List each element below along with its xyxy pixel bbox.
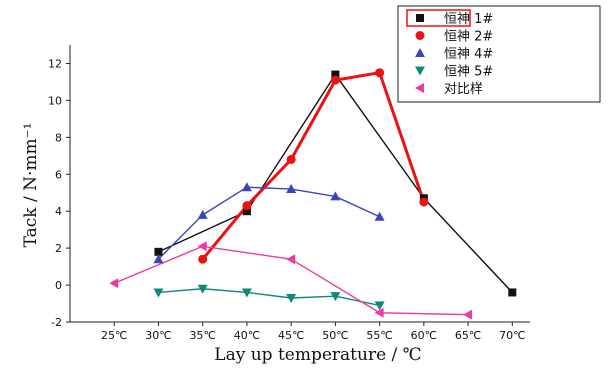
x-tick-label: 40℃ xyxy=(234,329,260,342)
x-tick-label: 30℃ xyxy=(145,329,171,342)
data-point-series-3 xyxy=(374,211,385,221)
y-tick-label: 4 xyxy=(55,205,62,218)
data-point-series-2 xyxy=(330,75,340,85)
y-axis-title: Tack / N·mm⁻¹ xyxy=(21,123,41,248)
data-point-series-1 xyxy=(331,70,340,79)
y-tick-label: -2 xyxy=(51,316,62,329)
series-line-4 xyxy=(158,288,380,307)
series-line-2 xyxy=(201,71,426,261)
data-point-series-4 xyxy=(197,284,208,294)
legend-entry-label: 恒神 2# xyxy=(444,30,493,45)
series-line-1 xyxy=(158,73,513,293)
data-point-series-5 xyxy=(286,254,296,265)
data-point-series-3 xyxy=(197,209,208,219)
legend-highlight-box xyxy=(406,9,471,27)
data-point-series-1 xyxy=(242,207,251,216)
data-point-series-4 xyxy=(330,292,341,302)
data-point-series-2 xyxy=(286,154,296,164)
data-point-series-2 xyxy=(242,201,252,211)
axes xyxy=(66,45,530,326)
data-point-series-3 xyxy=(241,182,252,192)
data-point-series-2 xyxy=(375,68,385,78)
series-lines xyxy=(113,71,513,316)
data-point-series-4 xyxy=(374,301,385,311)
y-tick-label: 12 xyxy=(48,57,62,70)
data-point-series-3 xyxy=(330,191,341,201)
legend-box xyxy=(397,5,601,103)
data-point-series-5 xyxy=(463,309,473,320)
x-axis-title: Lay up temperature / ℃ xyxy=(214,345,421,365)
y-tick-label: 6 xyxy=(55,168,62,181)
legend-marker xyxy=(415,48,425,57)
data-point-series-3 xyxy=(153,254,164,264)
data-point-series-4 xyxy=(153,288,164,298)
data-point-series-3 xyxy=(286,184,297,194)
legend-marker xyxy=(415,83,424,93)
data-point-series-5 xyxy=(109,278,119,289)
y-tick-label: 2 xyxy=(55,242,62,255)
y-tick-label: 0 xyxy=(55,279,62,292)
legend-marker xyxy=(416,14,424,22)
data-point-series-5 xyxy=(197,241,207,252)
y-tick-label: 8 xyxy=(55,131,62,144)
series-line-3 xyxy=(157,186,380,260)
data-point-series-2 xyxy=(419,197,429,207)
data-point-series-2 xyxy=(198,254,208,264)
x-tick-label: 45℃ xyxy=(278,329,304,342)
data-point-series-1 xyxy=(154,247,163,256)
legend-entry-label: 恒神 5# xyxy=(444,65,493,80)
x-tick-label: 50℃ xyxy=(322,329,348,342)
tick-labels: -2 0 2 4 6 8 10 12 25℃ 30℃ 35℃ 40℃ 45℃ 50℃ 55℃ 60℃ 65℃ 70… xyxy=(48,57,525,342)
legend-marker xyxy=(415,66,425,76)
legend: 恒神 1# 恒神 2# 恒神 4# 恒神 5# 对比样 xyxy=(397,5,601,103)
legend-entry-label: 恒神 1# xyxy=(444,12,493,27)
x-tick-label: 70℃ xyxy=(499,329,525,342)
data-point-series-4 xyxy=(286,293,297,303)
data-point-series-1 xyxy=(508,288,517,297)
x-tick-label: 65℃ xyxy=(455,329,481,342)
x-tick-label: 55℃ xyxy=(366,329,392,342)
legend-entry-label: 恒神 4# xyxy=(444,47,493,62)
legend-marker xyxy=(415,31,425,40)
x-tick-label: 60℃ xyxy=(411,329,437,342)
x-tick-label: 35℃ xyxy=(190,329,216,342)
series-markers xyxy=(109,68,517,320)
y-tick-label: 10 xyxy=(48,94,62,107)
x-tick-label: 25℃ xyxy=(101,329,127,342)
legend-entry-label: 对比样 xyxy=(444,82,483,97)
data-point-series-4 xyxy=(241,288,252,298)
data-point-series-5 xyxy=(374,307,384,318)
